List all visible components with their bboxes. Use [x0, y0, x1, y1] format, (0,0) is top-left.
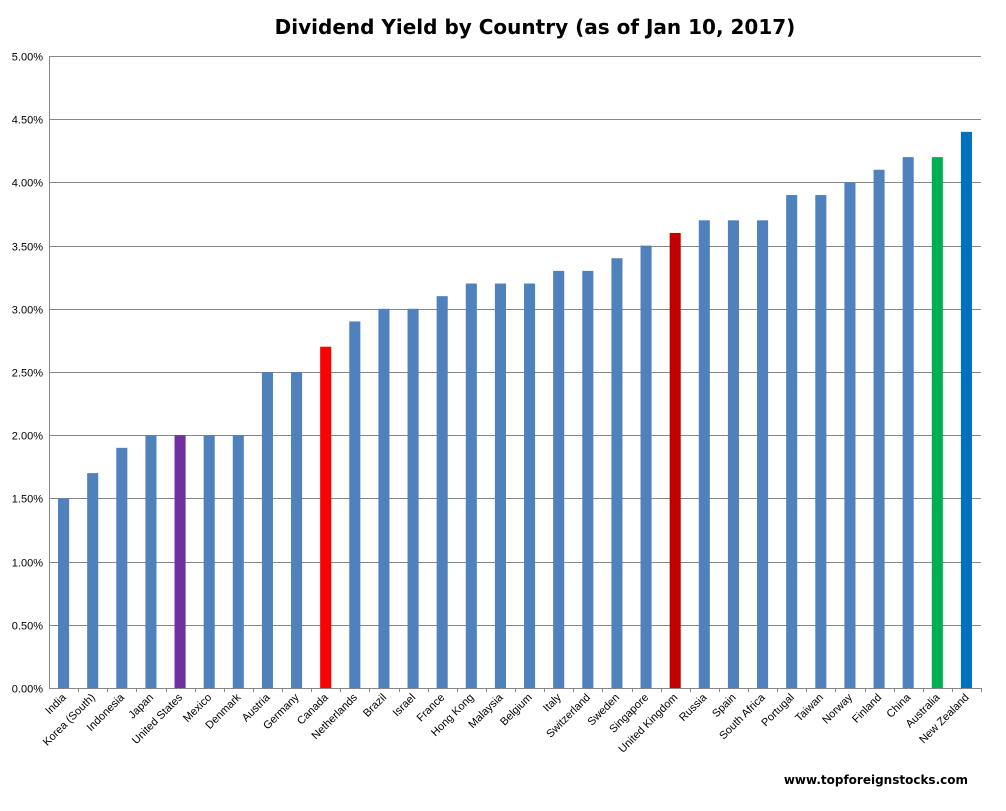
bar-united-states: [174, 435, 186, 688]
bar-portugal: [786, 195, 798, 689]
bar-australia: [931, 157, 943, 688]
bars: [58, 131, 972, 689]
bar-singapore: [640, 245, 652, 688]
bar-south-africa: [757, 220, 769, 688]
bar-italy: [553, 270, 565, 688]
bar-austria: [261, 372, 273, 688]
y-tick-label: 4.50%: [12, 115, 43, 127]
y-tick-label: 0.50%: [12, 621, 43, 633]
bar-sweden: [611, 258, 623, 688]
bar-france: [436, 296, 448, 688]
y-tick-label: 0.00%: [12, 684, 43, 696]
bar-taiwan: [815, 195, 827, 689]
source-watermark: www.topforeignstocks.com: [784, 773, 968, 787]
bar-indonesia: [116, 447, 128, 688]
y-tick-label: 2.50%: [12, 368, 43, 380]
y-tick-label: 2.00%: [12, 431, 43, 443]
bar-hong-kong: [465, 283, 477, 688]
bar-china: [902, 157, 914, 688]
bar-new-zealand: [960, 131, 972, 689]
bar-belgium: [524, 283, 536, 688]
bar-united-kingdom: [669, 232, 681, 688]
bar-israel: [407, 308, 419, 688]
bar-denmark: [232, 435, 244, 688]
bar-switzerland: [582, 270, 594, 688]
y-tick-label: 3.00%: [12, 305, 43, 317]
bar-canada: [320, 346, 332, 688]
y-tick-label: 4.00%: [12, 178, 43, 190]
y-tick-label: 3.50%: [12, 242, 43, 254]
chart-title: Dividend Yield by Country (as of Jan 10,…: [275, 15, 796, 39]
bar-netherlands: [349, 321, 361, 688]
bar-finland: [873, 169, 885, 688]
bar-brazil: [378, 308, 390, 688]
bar-germany: [291, 372, 303, 688]
y-tick-label: 5.00%: [12, 52, 43, 64]
bar-norway: [844, 182, 856, 688]
y-tick-label: 1.50%: [12, 494, 43, 506]
y-axis-tick-labels: 0.00% 0.50% 1.00% 1.50% 2.00% 2.50% 3.00% 3.50%…: [12, 52, 43, 696]
bar-japan: [145, 435, 157, 688]
bar-russia: [698, 220, 710, 688]
bar-malaysia: [494, 283, 506, 688]
bar-india: [58, 498, 70, 688]
y-tick-label: 1.00%: [12, 558, 43, 570]
bar-korea-south: [87, 473, 99, 688]
bar-mexico: [203, 435, 215, 688]
bar-spain: [727, 220, 739, 688]
